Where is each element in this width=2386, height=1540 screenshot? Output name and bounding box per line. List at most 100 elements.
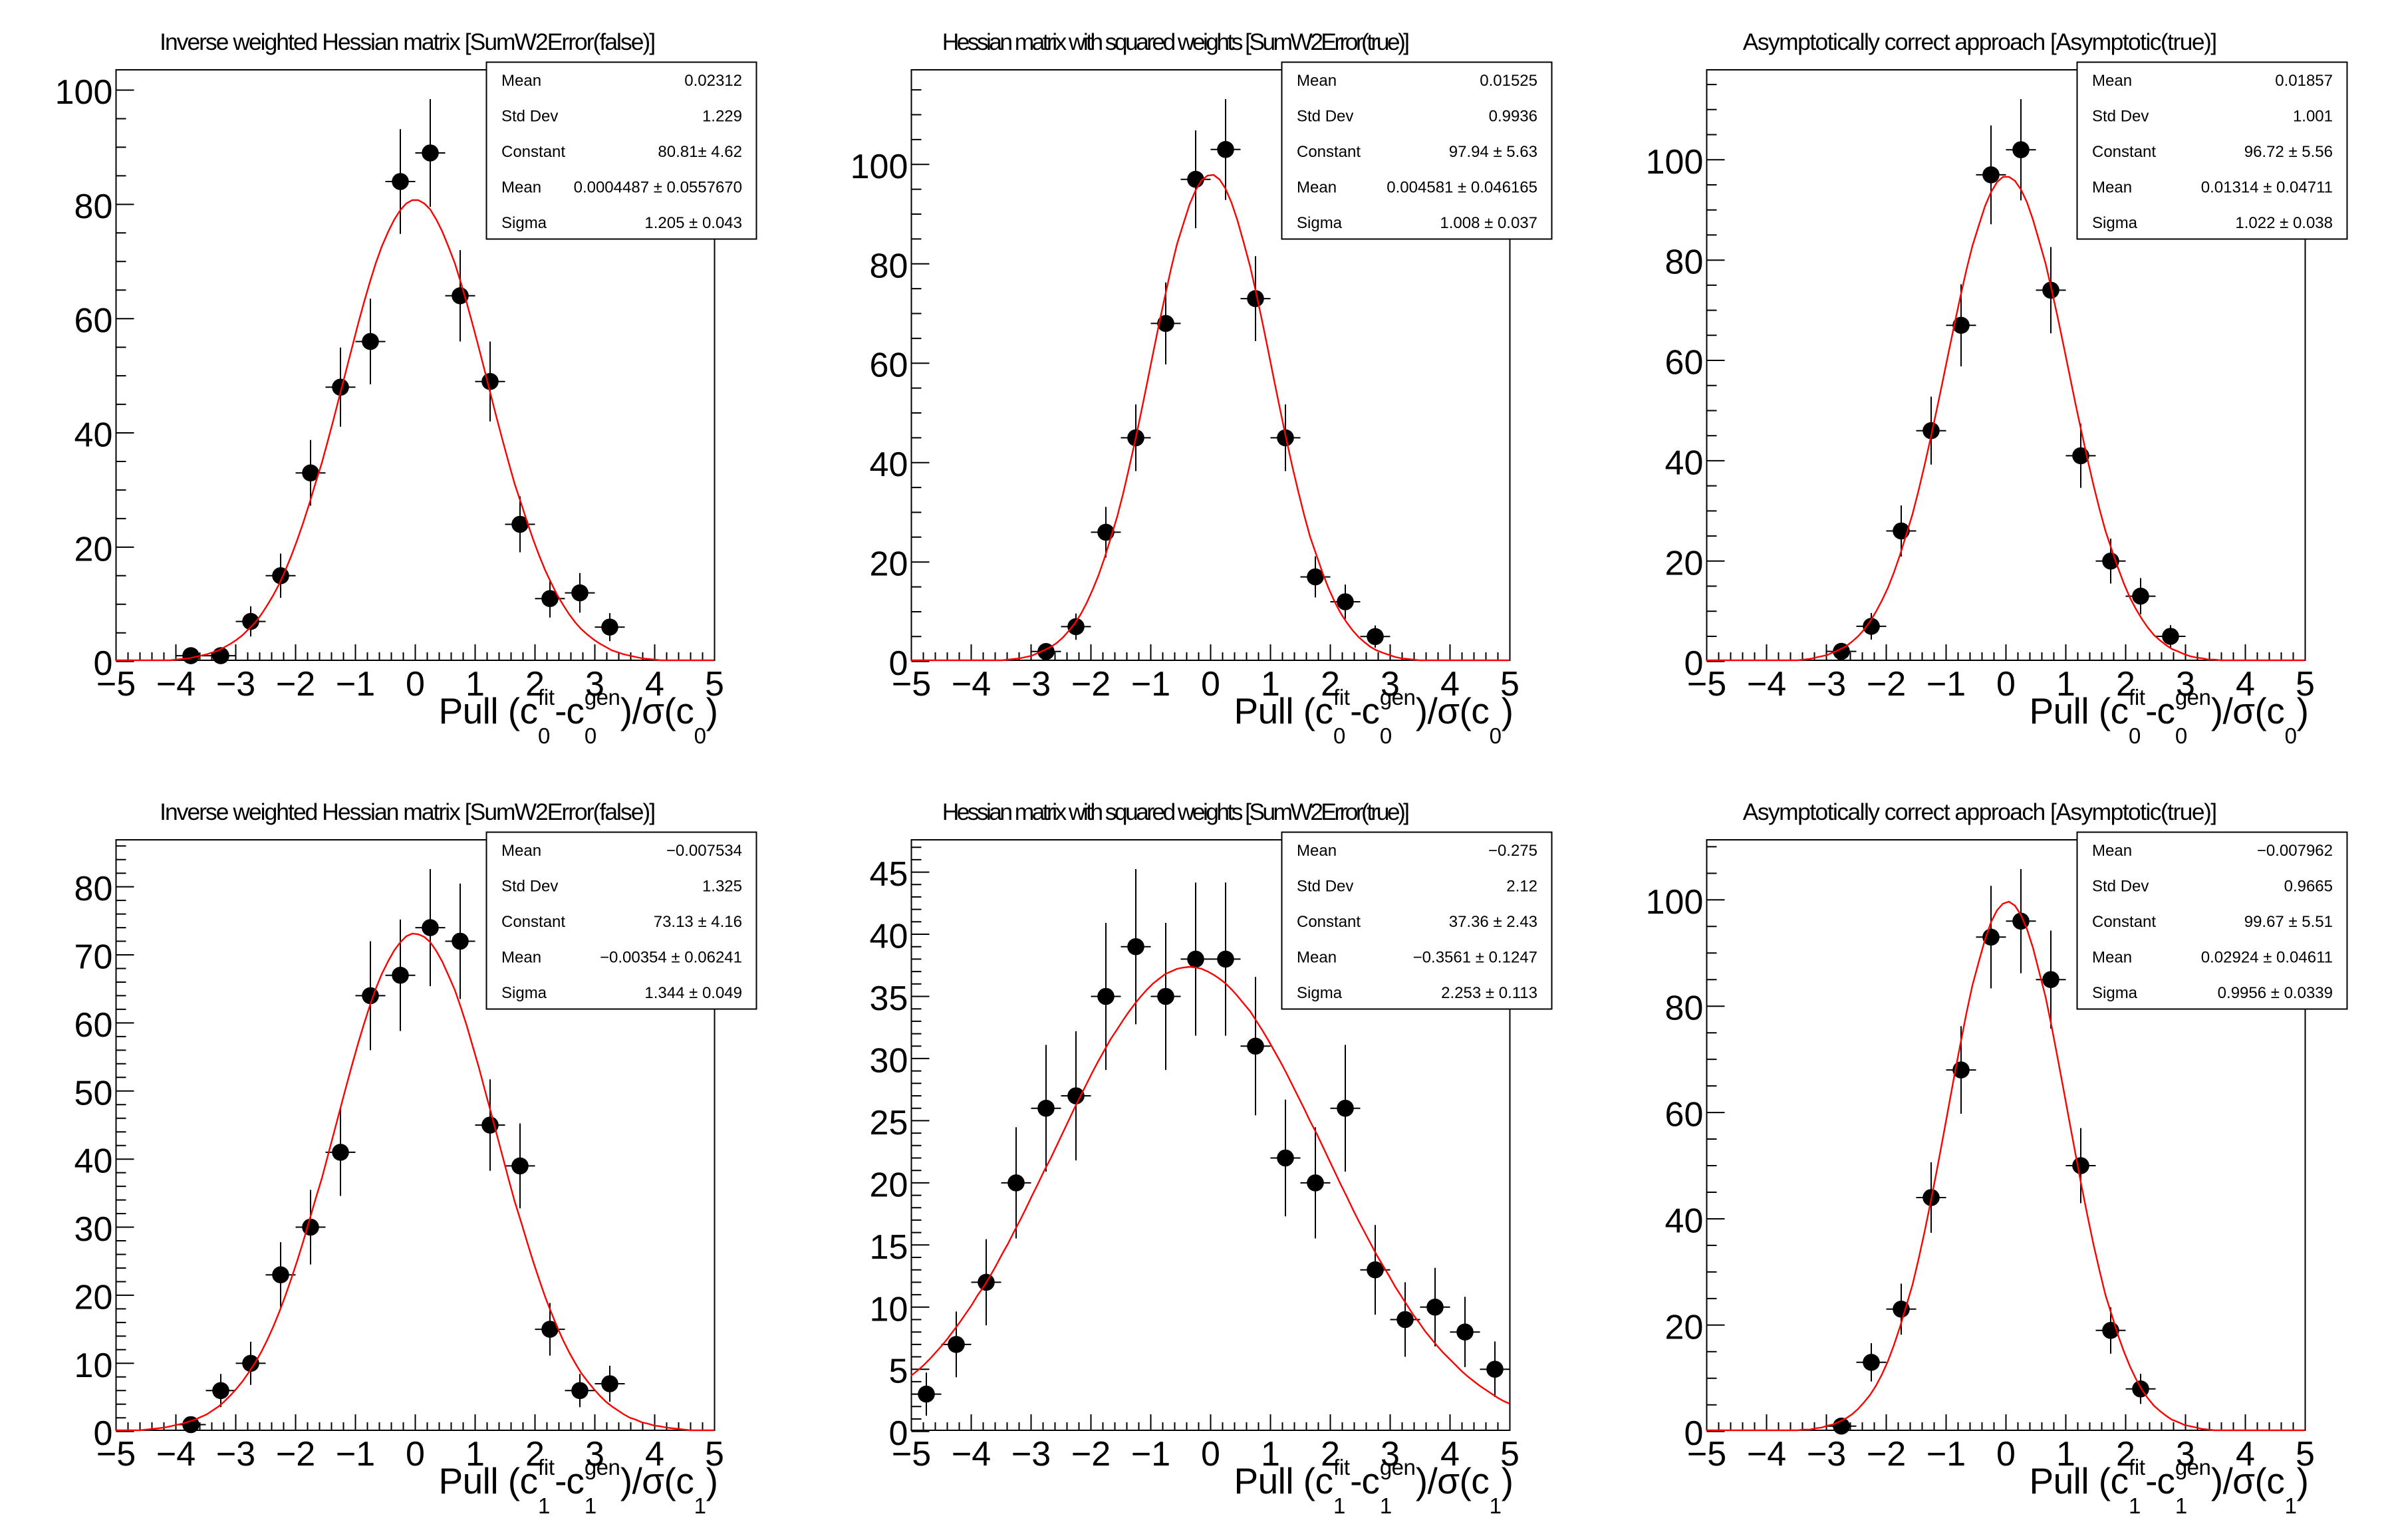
svg-text:37.36 ± 2.43: 37.36 ± 2.43 <box>1449 913 1537 931</box>
svg-text:Sigma: Sigma <box>501 984 547 1002</box>
svg-text:0: 0 <box>93 644 112 683</box>
svg-text:0: 0 <box>2175 723 2187 748</box>
svg-text:40: 40 <box>870 918 908 956</box>
svg-text:): ) <box>2297 690 2309 731</box>
svg-text:3: 3 <box>1381 665 1400 704</box>
svg-text:99.67 ± 5.51: 99.67 ± 5.51 <box>2244 913 2333 931</box>
svg-text:1: 1 <box>1333 1493 1345 1518</box>
svg-text:100: 100 <box>851 148 908 186</box>
svg-text:Constant: Constant <box>2092 913 2156 931</box>
svg-text:−5: −5 <box>96 665 136 704</box>
svg-text:−1: −1 <box>1131 665 1170 704</box>
svg-text:Std Dev: Std Dev <box>2092 108 2149 126</box>
svg-text:−3: −3 <box>1807 1435 1846 1474</box>
svg-text:3: 3 <box>2176 665 2195 704</box>
svg-text:−1: −1 <box>1131 1435 1170 1474</box>
svg-text:0: 0 <box>406 665 425 704</box>
svg-text:1: 1 <box>465 1435 485 1474</box>
svg-text:0: 0 <box>1684 1414 1703 1453</box>
svg-text:0.9956 ± 0.0339: 0.9956 ± 0.0339 <box>2218 984 2333 1002</box>
svg-text:Pull (c: Pull (c <box>1234 1460 1334 1501</box>
svg-text:5: 5 <box>2296 665 2315 704</box>
svg-text:4: 4 <box>1440 1435 1460 1474</box>
svg-text:-c: -c <box>2145 1460 2175 1501</box>
svg-text:40: 40 <box>870 446 908 484</box>
svg-text:−4: −4 <box>156 1435 196 1474</box>
svg-text:3: 3 <box>585 665 604 704</box>
svg-text:gen: gen <box>2175 685 2211 709</box>
svg-text:Inverse weighted Hessian matri: Inverse weighted Hessian matrix [SumW2Er… <box>160 799 656 825</box>
svg-text:gen: gen <box>585 685 620 709</box>
svg-text:1: 1 <box>465 665 485 704</box>
svg-text:5: 5 <box>888 1352 908 1391</box>
svg-text:60: 60 <box>74 1006 113 1045</box>
svg-text:20: 20 <box>1665 1308 1704 1347</box>
svg-text:20: 20 <box>74 1278 113 1317</box>
svg-text:Std Dev: Std Dev <box>1297 108 1353 126</box>
svg-text:−4: −4 <box>952 665 991 704</box>
svg-text:5: 5 <box>705 1435 724 1474</box>
svg-text:−5: −5 <box>892 665 931 704</box>
svg-text:2.253 ± 0.113: 2.253 ± 0.113 <box>1441 984 1537 1002</box>
svg-text:60: 60 <box>74 302 113 340</box>
svg-text:45: 45 <box>870 855 908 894</box>
svg-text:10: 10 <box>870 1290 908 1329</box>
svg-text:−2: −2 <box>1071 665 1111 704</box>
svg-text:25: 25 <box>870 1104 908 1142</box>
svg-text:−0.3561 ± 0.1247: −0.3561 ± 0.1247 <box>1413 949 1537 967</box>
svg-text:0: 0 <box>585 723 596 748</box>
svg-text:1.001: 1.001 <box>2293 108 2333 126</box>
svg-text:15: 15 <box>870 1228 908 1267</box>
svg-text:4: 4 <box>645 665 664 704</box>
svg-text:−3: −3 <box>216 1435 255 1474</box>
svg-text:Pull (c: Pull (c <box>1234 690 1334 731</box>
svg-text:1: 1 <box>585 1493 596 1518</box>
svg-text:73.13 ± 4.16: 73.13 ± 4.16 <box>654 913 742 931</box>
svg-text:1.325: 1.325 <box>702 878 742 896</box>
svg-text:Std Dev: Std Dev <box>1297 878 1353 896</box>
svg-text:1: 1 <box>1490 1493 1502 1518</box>
svg-text:0.9936: 0.9936 <box>1489 108 1537 126</box>
svg-text:Sigma: Sigma <box>1297 214 1343 232</box>
svg-text:80: 80 <box>1665 243 1704 282</box>
svg-text:)/σ(c: )/σ(c <box>1416 1460 1490 1501</box>
svg-text:1.022 ± 0.038: 1.022 ± 0.038 <box>2235 214 2333 232</box>
svg-text:2: 2 <box>2116 1435 2135 1474</box>
svg-text:0.0004487 ± 0.0557670: 0.0004487 ± 0.0557670 <box>574 179 742 197</box>
svg-text:Mean: Mean <box>1297 179 1337 197</box>
svg-text:1.205 ± 0.043: 1.205 ± 0.043 <box>644 214 742 232</box>
svg-text:10: 10 <box>74 1347 113 1385</box>
svg-text:1.008 ± 0.037: 1.008 ± 0.037 <box>1440 214 1537 232</box>
svg-text:Mean: Mean <box>1297 842 1337 860</box>
svg-text:0: 0 <box>93 1414 112 1453</box>
svg-text:−3: −3 <box>1011 1435 1051 1474</box>
svg-text:−3: −3 <box>1807 665 1846 704</box>
svg-text:−1: −1 <box>1926 665 1966 704</box>
svg-text:1: 1 <box>1261 665 1280 704</box>
svg-text:2: 2 <box>1321 1435 1340 1474</box>
svg-text:Pull (c: Pull (c <box>439 690 539 731</box>
svg-text:Mean: Mean <box>2092 179 2132 197</box>
svg-text:60: 60 <box>1665 344 1704 382</box>
svg-text:−2: −2 <box>276 1435 315 1474</box>
svg-text:−2: −2 <box>276 665 315 704</box>
svg-text:20: 20 <box>1665 544 1704 582</box>
svg-text:−2: −2 <box>1867 665 1906 704</box>
svg-text:4: 4 <box>2236 1435 2255 1474</box>
svg-text:gen: gen <box>2175 1455 2211 1479</box>
svg-text:1: 1 <box>2056 1435 2075 1474</box>
svg-text:-c: -c <box>2145 690 2175 731</box>
svg-text:-c: -c <box>1350 1460 1380 1501</box>
svg-text:1: 1 <box>694 1493 706 1518</box>
svg-text:1: 1 <box>1261 1435 1280 1474</box>
svg-text:Mean: Mean <box>1297 72 1337 90</box>
svg-text:20: 20 <box>870 545 908 584</box>
svg-text:gen: gen <box>1380 1455 1416 1479</box>
svg-text:100: 100 <box>1646 883 1704 922</box>
svg-text:60: 60 <box>870 346 908 385</box>
svg-text:−5: −5 <box>892 1435 931 1474</box>
svg-text:Sigma: Sigma <box>2092 984 2138 1002</box>
svg-text:Asymptotically correct approac: Asymptotically correct approach [Asympto… <box>1743 799 2217 825</box>
svg-text:30: 30 <box>74 1210 113 1249</box>
svg-text:4: 4 <box>645 1435 664 1474</box>
